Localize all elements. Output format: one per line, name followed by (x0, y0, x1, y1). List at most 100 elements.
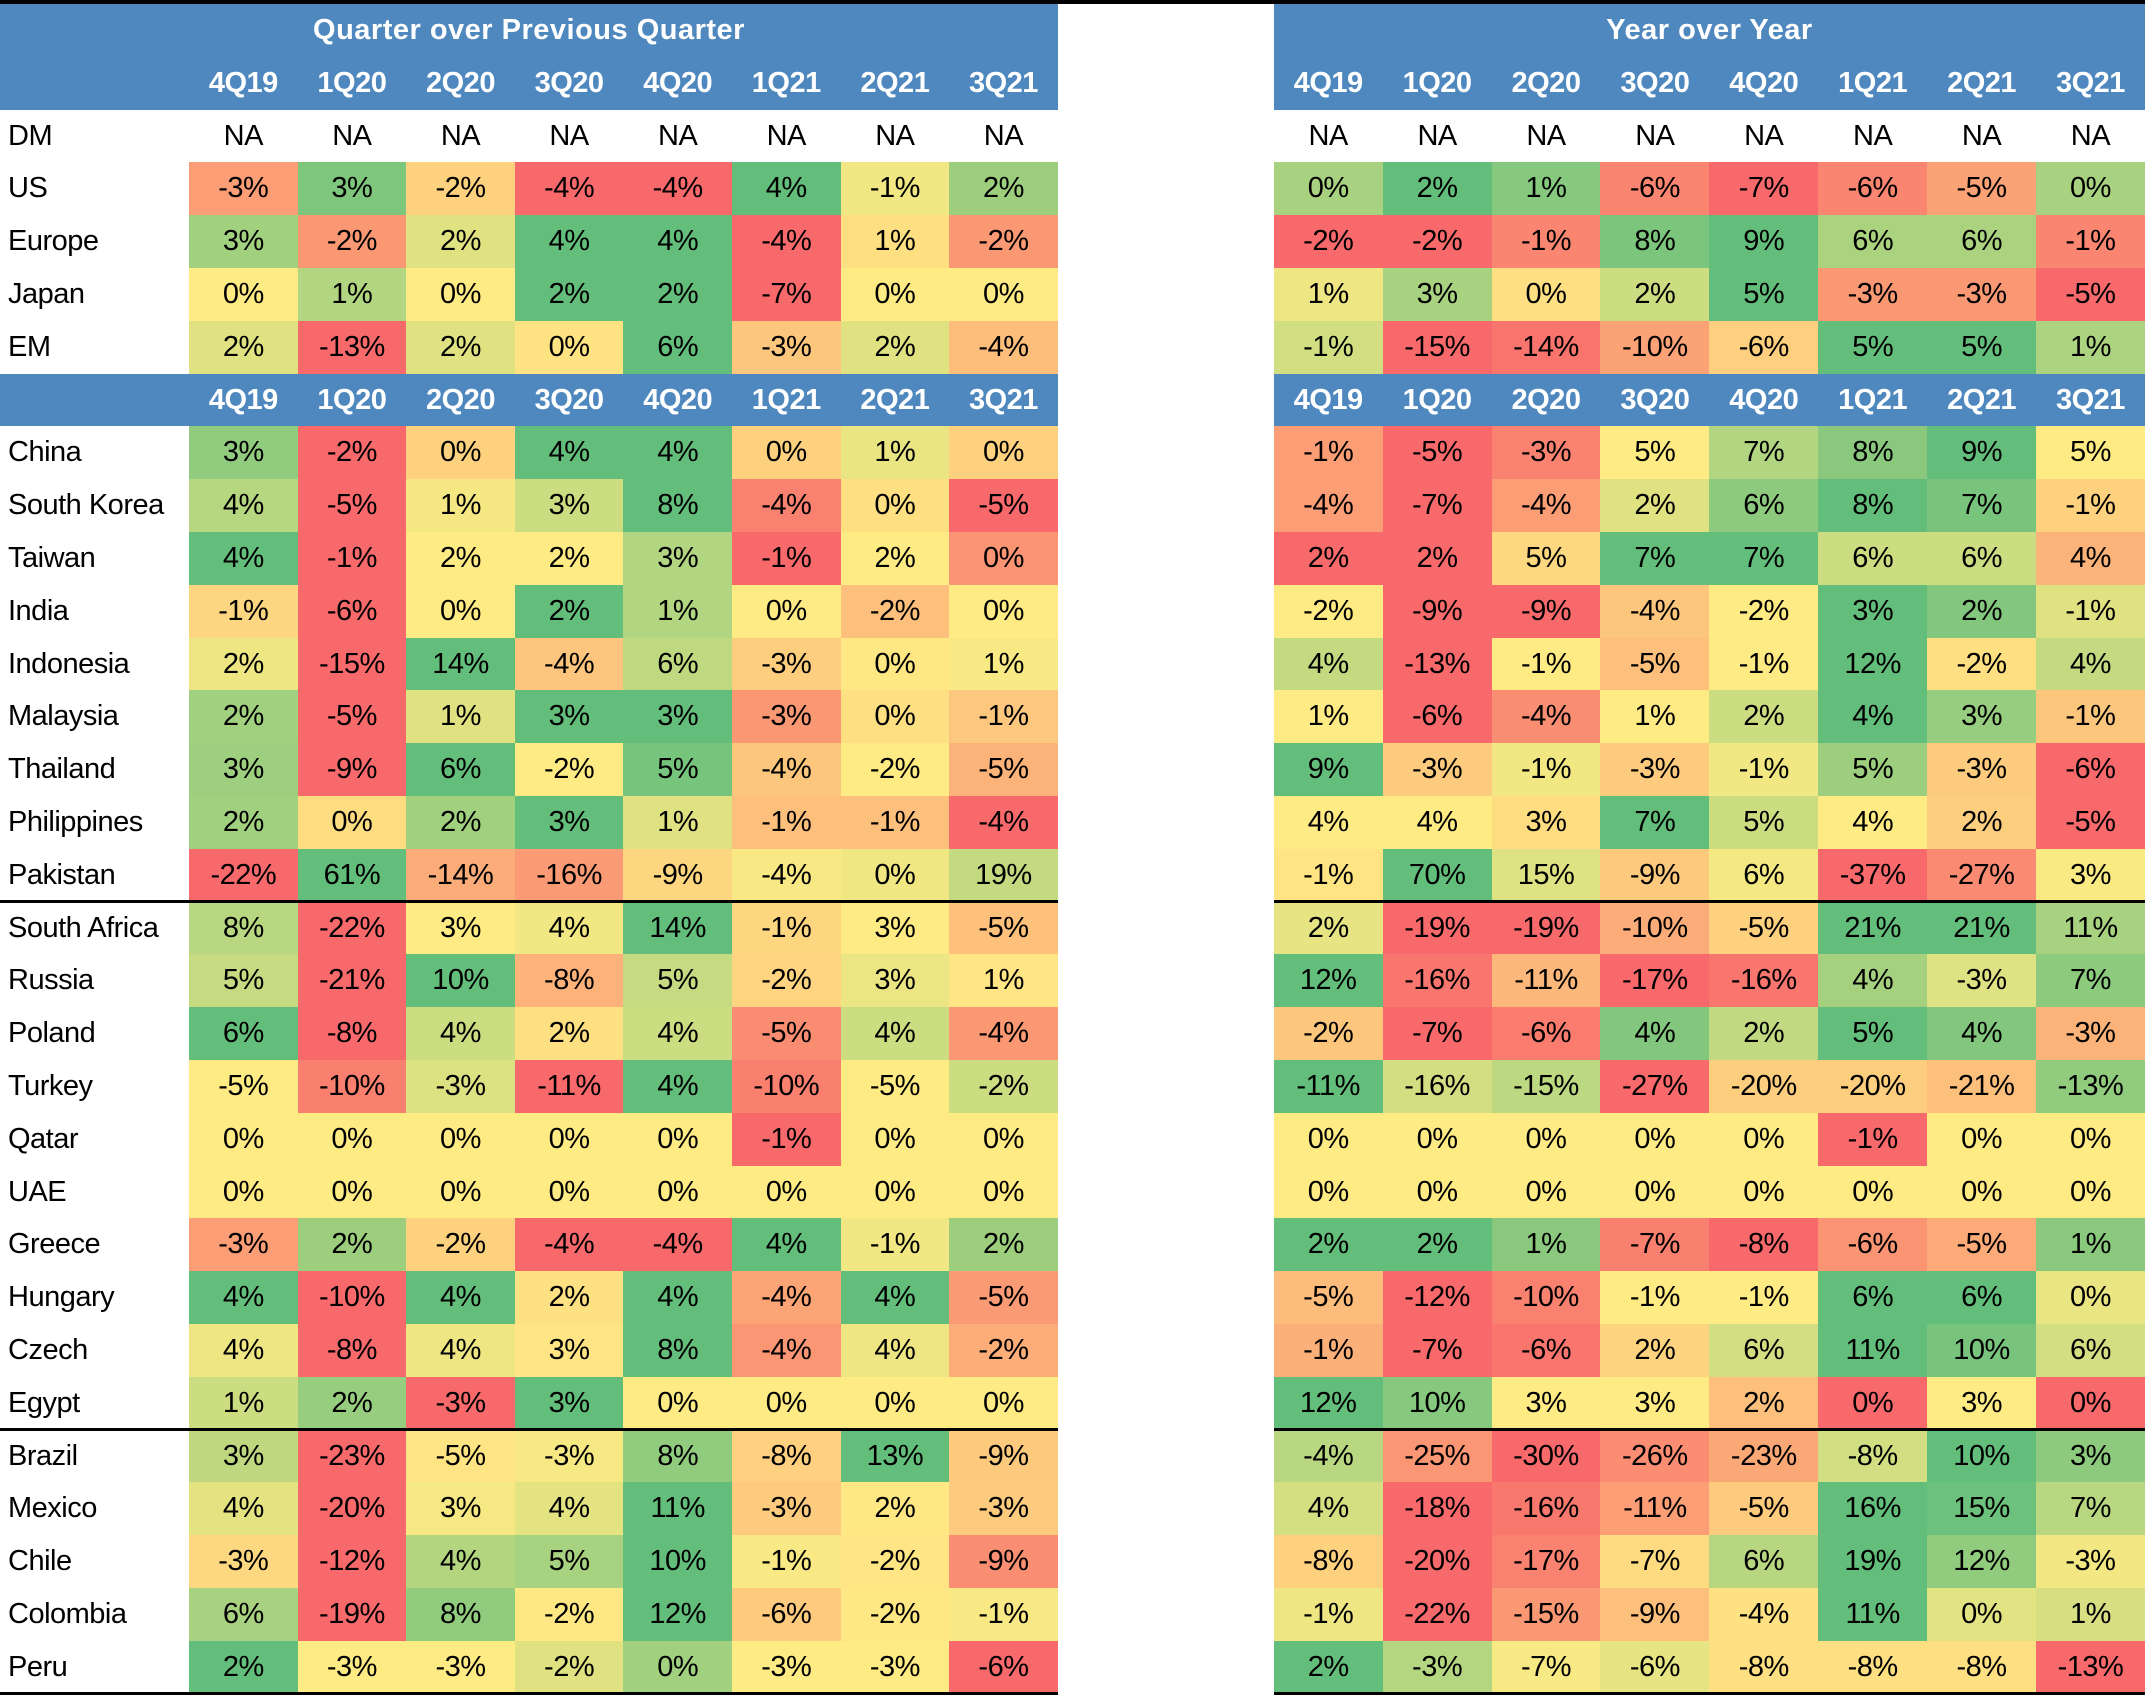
qoq-value-cell: -1% (731, 531, 841, 585)
qoq-value-cell: 4% (840, 1323, 950, 1377)
yoy-value-cell: -4% (1273, 1429, 1383, 1483)
qoq-value-cell: 10% (623, 1535, 732, 1588)
column-gap (1057, 215, 1274, 268)
qoq-value-cell: -4% (731, 743, 841, 796)
qoq-value-cell: 2% (514, 1007, 624, 1060)
qoq-quarter-header: 4Q20 (623, 373, 732, 427)
yoy-value-cell: 12% (1927, 1535, 2036, 1588)
qoq-value-cell: 4% (514, 1482, 624, 1536)
yoy-value-cell: 2% (1382, 162, 1492, 216)
qoq-value-cell: 0% (297, 1112, 407, 1166)
qoq-value-cell: 14% (406, 637, 515, 691)
qoq-quarter-header: 3Q21 (949, 56, 1058, 110)
qoq-value-cell: -1% (731, 1112, 841, 1166)
qoq-value-cell: -5% (949, 479, 1058, 532)
qoq-value-cell: NA (623, 109, 732, 163)
qoq-value-cell: -1% (949, 1587, 1058, 1641)
column-gap (1057, 479, 1274, 532)
yoy-value-cell: 2% (1600, 1323, 1710, 1377)
qoq-value-cell: 0% (514, 320, 624, 374)
qoq-value-cell: 0% (189, 267, 298, 321)
qoq-value-cell: 4% (840, 1007, 950, 1060)
yoy-value-cell: -3% (1818, 267, 1928, 321)
yoy-value-cell: -8% (1818, 1640, 1928, 1694)
yoy-value-cell: 4% (1818, 795, 1928, 849)
yoy-value-cell: -6% (1709, 320, 1819, 374)
yoy-value-cell: 4% (1818, 690, 1928, 744)
yoy-value-cell: 0% (1600, 1165, 1710, 1219)
qoq-value-cell: -1% (297, 531, 407, 585)
country-label: Qatar (8, 1122, 79, 1155)
yoy-value-cell: 5% (1927, 320, 2036, 374)
yoy-value-cell: 2% (1709, 1007, 1819, 1060)
qoq-value-cell: 0% (840, 1376, 950, 1430)
country-label: US (8, 172, 48, 205)
yoy-value-cell: 12% (1273, 1376, 1383, 1430)
yoy-value-cell: 5% (2035, 426, 2145, 480)
yoy-value-cell: 1% (1491, 1218, 1601, 1272)
yoy-value-cell: 2% (1273, 1218, 1383, 1272)
yoy-value-cell: -17% (1600, 954, 1710, 1008)
qoq-value-cell: -3% (406, 1059, 515, 1113)
qoq-value-cell: 3% (840, 901, 950, 955)
yoy-value-cell: 0% (1491, 267, 1601, 321)
qoq-value-cell: 1% (406, 479, 515, 532)
table-row: Thailand 3% -9% 6% -2% 5% -4% -2% -5% 9% -3% -1% -3%… (0, 743, 2145, 796)
yoy-value-cell: -3% (1382, 743, 1492, 796)
yoy-value-cell: 0% (1273, 1165, 1383, 1219)
qoq-quarter-header: 4Q19 (189, 56, 298, 110)
column-gap (1057, 1112, 1274, 1166)
qoq-value-cell: 2% (840, 320, 950, 374)
qoq-value-cell: 4% (189, 1271, 298, 1324)
yoy-value-cell: -2% (1382, 215, 1492, 268)
yoy-value-cell: 9% (1927, 426, 2036, 480)
qoq-value-cell: -4% (623, 162, 732, 216)
yoy-value-cell: -7% (1600, 1218, 1710, 1272)
qoq-value-cell: -2% (840, 1587, 950, 1641)
yoy-value-cell: -10% (1600, 901, 1710, 955)
qoq-value-cell: -1% (731, 795, 841, 849)
qoq-value-cell: -3% (189, 162, 298, 216)
yoy-quarter-header: 1Q20 (1382, 56, 1492, 110)
qoq-value-cell: -10% (297, 1059, 407, 1113)
yoy-quarter-header: 2Q20 (1491, 373, 1601, 427)
table-row: Peru 2% -3% -3% -2% 0% -3% -3% -6% 2% -3% -7% -6% -8%… (0, 1640, 2145, 1695)
country-label: Czech (8, 1333, 88, 1366)
qoq-value-cell: 2% (514, 584, 624, 638)
qoq-value-cell: 0% (949, 1165, 1058, 1219)
qoq-value-cell: -5% (406, 1429, 515, 1483)
yoy-value-cell: 4% (1382, 795, 1492, 849)
yoy-value-cell: 7% (2035, 1482, 2145, 1536)
table-row: India -1% -6% 0% 2% 1% 0% -2% 0% -2% -9% -9% -4% -2% 3… (0, 584, 2145, 638)
country-label: Poland (8, 1017, 96, 1050)
qoq-value-cell: -5% (731, 1007, 841, 1060)
column-gap (1057, 795, 1274, 849)
qoq-value-cell: 10% (406, 954, 515, 1008)
qoq-value-cell: 0% (406, 1112, 515, 1166)
qoq-value-cell: 0% (840, 1112, 950, 1166)
yoy-value-cell: 5% (1818, 320, 1928, 374)
yoy-value-cell: 0% (1491, 1165, 1601, 1219)
table-row: Poland 6% -8% 4% 2% 4% -5% 4% -4% -2% -7% -6% 4% 2% 5%… (0, 1007, 2145, 1060)
yoy-value-cell: -1% (1273, 1323, 1383, 1377)
yoy-value-cell: 3% (1382, 267, 1492, 321)
country-label: Thailand (8, 753, 116, 786)
qoq-value-cell: 3% (297, 162, 407, 216)
qoq-value-cell: 0% (840, 267, 950, 321)
qoq-value-cell: 11% (623, 1482, 732, 1536)
table-row: Europe 3% -2% 2% 4% 4% -4% 1% -2% -2% -2% -1% 8% 9% 6%… (0, 215, 2145, 268)
country-label: Colombia (8, 1597, 127, 1630)
yoy-value-cell: NA (1382, 109, 1492, 163)
qoq-value-cell: 5% (514, 1535, 624, 1588)
qoq-quarter-header: 2Q20 (406, 373, 515, 427)
yoy-quarter-header: 4Q19 (1273, 373, 1383, 427)
column-gap (1057, 1165, 1274, 1219)
yoy-value-cell: -20% (1709, 1059, 1819, 1113)
qoq-value-cell: -8% (731, 1429, 841, 1483)
table-row: Colombia 6% -19% 8% -2% 12% -6% -2% -1% -1% -22% -1… (0, 1587, 2145, 1641)
qoq-value-cell: 8% (623, 1323, 732, 1377)
column-gap (1057, 1323, 1274, 1377)
yoy-value-cell: -20% (1382, 1535, 1492, 1588)
column-gap (1057, 320, 1274, 374)
yoy-value-cell: -8% (1273, 1535, 1383, 1588)
